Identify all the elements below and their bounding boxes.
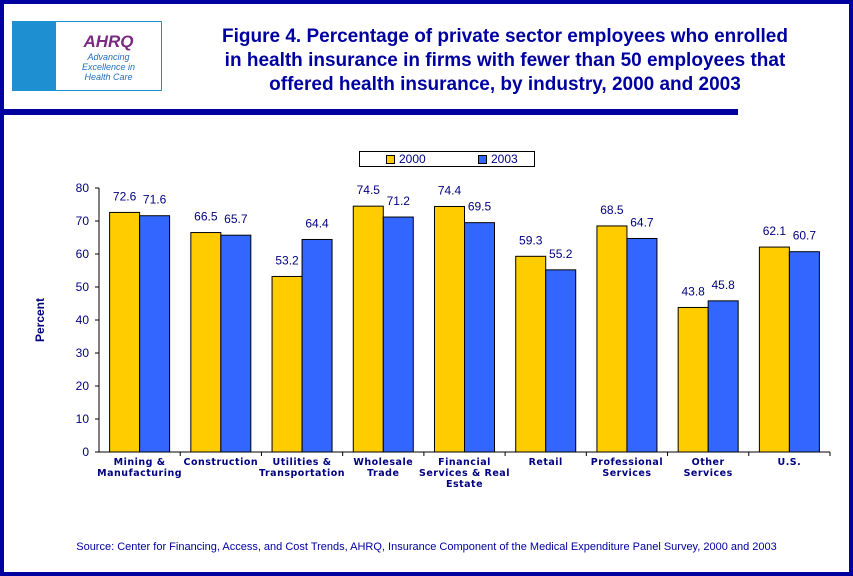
chart-title: Figure 4. Percentage of private sector e… — [190, 25, 820, 97]
data-label: 59.3 — [519, 233, 543, 247]
ahrq-logo: AHRQ Advancing Excellence in Health Care — [12, 21, 162, 91]
x-tick-label: Other — [692, 457, 725, 468]
hhs-eagle-icon — [12, 21, 55, 91]
y-tick-label: 70 — [76, 214, 90, 228]
bar-2003 — [220, 234, 252, 453]
y-tick-label: 40 — [76, 313, 90, 327]
data-label: 55.2 — [549, 247, 573, 261]
bar-2000 — [271, 275, 303, 453]
bar-2000 — [677, 306, 709, 453]
x-tick-label: Trade — [367, 468, 399, 479]
x-tick-label: Transportation — [259, 468, 345, 479]
data-label: 72.6 — [113, 189, 137, 203]
bar-2000 — [109, 211, 141, 453]
bar-2003 — [545, 269, 577, 453]
x-tick-label: Estate — [446, 479, 483, 490]
legend-swatch-2000 — [386, 155, 395, 164]
data-label: 69.5 — [468, 200, 492, 214]
logo-tagline-1: Advancing — [87, 52, 130, 62]
legend-label-2000: 2000 — [399, 152, 426, 166]
bar-2000 — [434, 205, 465, 453]
data-label: 45.8 — [711, 278, 735, 292]
bar-2003 — [788, 251, 820, 453]
bar-2000 — [190, 232, 222, 453]
bar-2003 — [139, 215, 171, 453]
legend-label-2003: 2003 — [491, 152, 518, 166]
legend-swatch-2003 — [478, 155, 487, 164]
x-tick-label: Construction — [184, 457, 259, 468]
data-label: 64.7 — [630, 215, 654, 229]
bar-2003 — [464, 222, 495, 453]
data-label: 62.1 — [763, 224, 787, 238]
data-label: 71.2 — [387, 194, 411, 208]
x-tick-label: Utilities & — [273, 457, 332, 468]
title-line: Figure 4. Percentage of private sector e… — [222, 26, 788, 47]
x-tick-label: Services & Real — [419, 468, 510, 479]
y-tick-label: 80 — [76, 181, 90, 195]
y-tick-label: 10 — [76, 412, 90, 426]
x-tick-label: Professional — [591, 457, 663, 468]
y-axis-label: Percent — [33, 298, 47, 342]
logo-brand: AHRQ — [83, 32, 134, 51]
y-tick-label: 20 — [76, 379, 90, 393]
title-line: offered health insurance, by industry, 2… — [269, 74, 741, 95]
x-tick-label: Services — [684, 468, 733, 479]
x-tick-label: U.S. — [777, 457, 801, 468]
data-label: 43.8 — [681, 284, 705, 298]
source-note: Source: Center for Financing, Access, an… — [76, 541, 777, 553]
x-tick-label: Services — [602, 468, 651, 479]
data-label: 53.2 — [275, 253, 299, 267]
title-line: in health insurance in firms with fewer … — [224, 50, 786, 71]
bar-2003 — [707, 300, 739, 453]
bar-2003 — [626, 237, 658, 453]
x-tick-label: Manufacturing — [97, 468, 182, 479]
bar-2000 — [758, 246, 790, 453]
x-tick-label: Wholesale — [353, 457, 413, 468]
data-label: 64.4 — [305, 216, 329, 230]
legend: 2000 2003 — [359, 151, 535, 167]
logo-tagline-3: Health Care — [84, 72, 133, 82]
logo-tagline-2: Excellence in — [81, 62, 136, 72]
data-label: 60.7 — [793, 229, 817, 243]
data-label: 65.7 — [224, 212, 248, 226]
y-tick-label: 50 — [76, 280, 90, 294]
data-label: 68.5 — [600, 203, 624, 217]
header-divider — [0, 109, 738, 115]
x-tick-label: Mining & — [114, 457, 166, 468]
bar-2003 — [382, 216, 414, 453]
bar-2000 — [596, 225, 628, 453]
data-label: 74.5 — [357, 183, 381, 197]
bar-2000 — [515, 255, 547, 453]
bar-2003 — [301, 238, 333, 453]
y-tick-label: 60 — [76, 247, 90, 261]
bar-2000 — [352, 205, 384, 453]
data-label: 66.5 — [194, 210, 218, 224]
y-tick-label: 0 — [82, 445, 89, 459]
x-tick-label: Retail — [529, 457, 563, 468]
data-label: 74.4 — [438, 183, 462, 197]
y-tick-label: 30 — [76, 346, 90, 360]
x-tick-label: Financial — [438, 457, 491, 468]
data-label: 71.6 — [143, 193, 167, 207]
